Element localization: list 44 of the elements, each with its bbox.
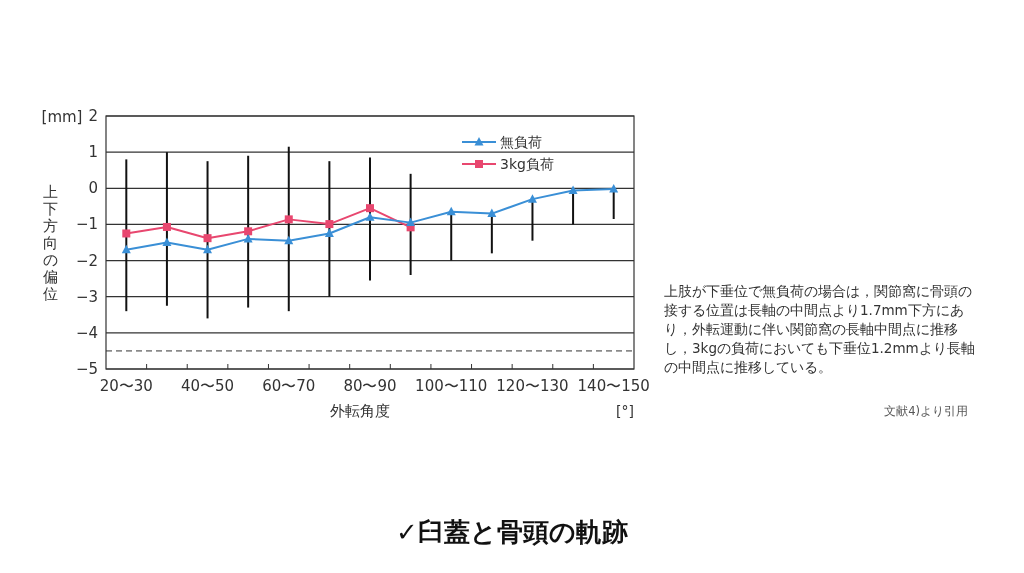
text: 上肢が下垂位で無負荷の場合は，関節窩に骨頭の接する位置は長軸の中間点より1.7mm下方にあり，外転運動に伴い関節窩の長軸中間点に推移し，3kgの負荷においても下垂位1.2mmより長軸の中間点に推移している。: [664, 282, 976, 377]
y-tick-label: 2: [88, 107, 98, 125]
point: [324, 228, 334, 237]
point: [487, 208, 497, 218]
point: [203, 234, 212, 243]
x-tick-label: 60〜70: [262, 377, 316, 395]
y-tick-label: 0: [88, 179, 98, 198]
point: [527, 194, 537, 203]
point: [162, 237, 172, 246]
point: [366, 204, 374, 213]
y-tick-label: −3: [75, 287, 98, 306]
point: [122, 229, 131, 238]
point: [284, 235, 294, 245]
text: 文献4)より引用: [883, 404, 968, 419]
x-tick-label: 20〜30: [99, 377, 153, 395]
point: [162, 222, 171, 231]
x-tick-label: 80〜90: [343, 377, 397, 395]
point: [243, 233, 253, 243]
y-tick-label: −2: [75, 251, 98, 270]
legend-label: 3kg負荷: [500, 156, 554, 172]
point: [365, 212, 375, 221]
x-tick-label: 100〜110: [415, 377, 488, 395]
point: [284, 215, 293, 224]
point: [446, 206, 456, 216]
point: [203, 244, 213, 254]
x-tick-label: 140〜150: [577, 377, 650, 395]
point: [121, 244, 131, 254]
x-tick-label: 120〜130: [496, 377, 569, 395]
point: [406, 217, 416, 227]
x-tick-label: 40〜50: [180, 377, 235, 395]
point: [325, 220, 334, 229]
x-axis-title: 外転角度: [330, 402, 390, 420]
text: [mm]: [41, 108, 83, 126]
point: [609, 184, 619, 193]
y-tick-label: 1: [88, 143, 98, 162]
y-tick-label: −1: [75, 215, 98, 234]
point: [244, 227, 253, 236]
point: [568, 185, 578, 194]
y-tick-label: −5: [75, 360, 98, 378]
y-tick-label: −4: [75, 323, 98, 342]
text: ✓臼蓋と骨頭の軌跡: [395, 516, 629, 549]
text: [°]: [616, 403, 634, 419]
ylabel: 上下方向の偏位: [42, 183, 58, 303]
legend-label: 無負荷: [500, 134, 542, 150]
